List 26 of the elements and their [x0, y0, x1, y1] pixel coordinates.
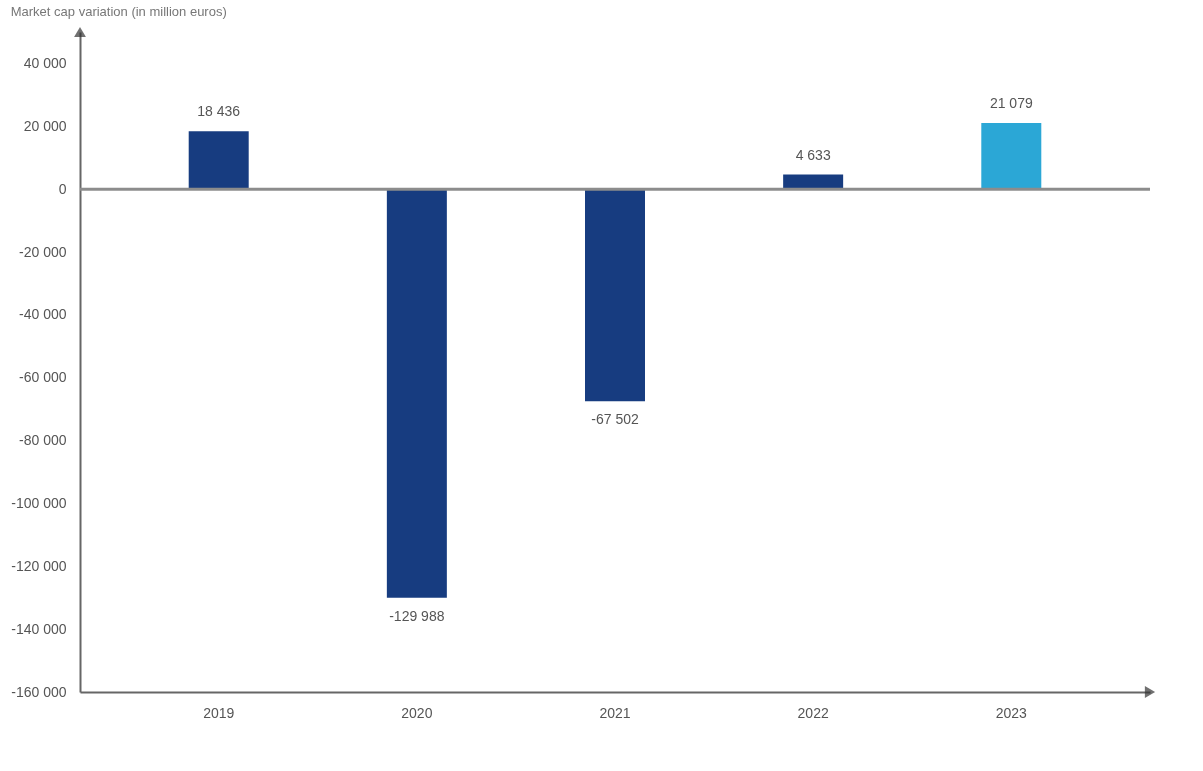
y-tick-label: -80 000 [19, 432, 67, 449]
y-tick-label: 40 000 [23, 54, 67, 71]
bar [585, 189, 645, 402]
bar [188, 131, 249, 190]
x-tick-label: 2021 [599, 704, 631, 721]
y-tick-label: -120 000 [11, 557, 67, 574]
y-tick-label: -40 000 [19, 306, 67, 323]
chart-title: Market cap variation (in million euros) [10, 3, 227, 19]
data-label: 4 633 [795, 146, 831, 163]
data-label: 18 436 [197, 103, 241, 120]
x-tick-label: 2022 [797, 704, 829, 721]
y-tick-label: -100 000 [11, 494, 67, 511]
x-tick-label: 2019 [203, 704, 235, 721]
bar [981, 122, 1042, 190]
data-label: -129 988 [389, 607, 445, 624]
bar [386, 189, 447, 598]
y-tick-label: -160 000 [11, 683, 67, 700]
y-tick-label: 20 000 [23, 117, 67, 134]
y-tick-label: -140 000 [11, 620, 67, 637]
y-tick-label: -60 000 [19, 369, 67, 386]
y-tick-label: -20 000 [19, 243, 67, 260]
x-tick-label: 2023 [995, 704, 1028, 721]
data-label: 21 079 [989, 94, 1033, 111]
data-label: -67 502 [591, 411, 639, 428]
y-tick-label: 0 [58, 180, 67, 197]
x-tick-label: 2020 [401, 704, 433, 721]
